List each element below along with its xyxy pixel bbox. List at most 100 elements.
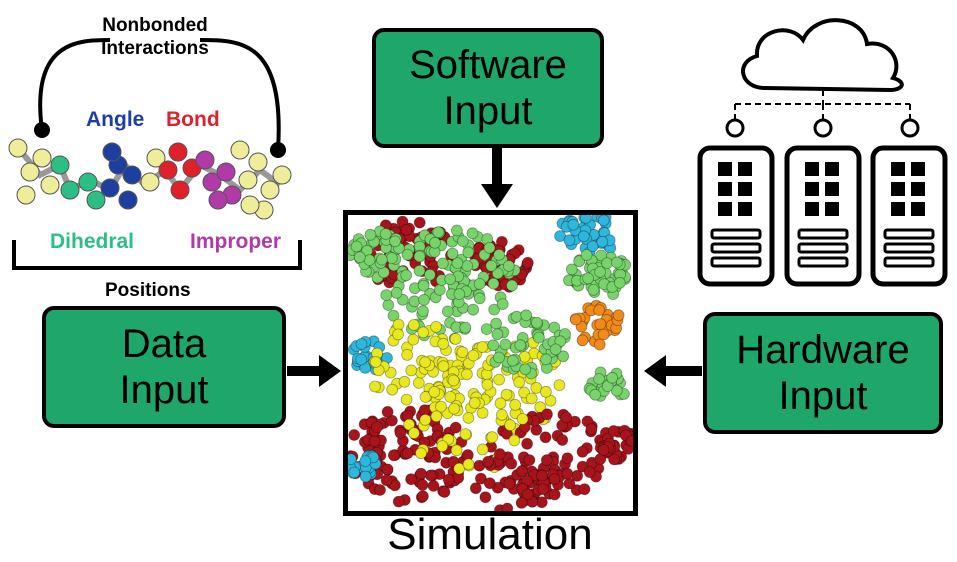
simulation-bead — [408, 295, 421, 308]
nonbonded-line1: Nonbonded — [102, 15, 208, 36]
simulation-bead — [429, 236, 441, 249]
simulation-bead — [442, 473, 455, 486]
simulation-bead — [509, 398, 522, 411]
simulation-bead — [419, 356, 431, 369]
simulation-bead — [548, 488, 561, 501]
simulation-bead — [582, 272, 595, 285]
simulation-bead — [536, 469, 549, 482]
simulation-bead — [428, 385, 441, 398]
simulation-bead — [594, 266, 607, 278]
simulation-bead — [359, 455, 372, 468]
simulation-bead — [532, 331, 545, 344]
molecule-bead — [86, 190, 106, 210]
bond-label: Bond — [166, 108, 220, 131]
software-input-box: Software Input — [372, 28, 604, 148]
simulation-bead — [548, 321, 561, 334]
simulation-bead — [435, 400, 447, 413]
simulation-bead — [486, 431, 499, 444]
molecule-bead — [202, 172, 222, 192]
simulation-bead — [580, 215, 592, 224]
simulation-bead — [348, 466, 361, 479]
simulation-title: Simulation — [387, 510, 593, 559]
simulation-bead — [408, 427, 420, 440]
simulation-bead — [467, 303, 479, 316]
simulation-bead — [500, 388, 513, 401]
simulation-bead — [415, 447, 427, 460]
simulation-bead — [495, 408, 508, 421]
simulation-bead — [530, 381, 543, 394]
simulation-bead — [419, 413, 432, 426]
simulation-bead — [374, 484, 386, 496]
simulation-frame — [343, 210, 638, 516]
simulation-bead — [417, 326, 430, 339]
simulation-bead — [565, 263, 578, 276]
data-input-line2: Input — [119, 368, 209, 412]
simulation-bead — [606, 371, 619, 384]
simulation-bead — [491, 267, 504, 280]
simulation-bead — [419, 391, 432, 403]
simulation-bead — [392, 318, 405, 331]
simulation-bead — [540, 353, 552, 366]
simulation-bead — [613, 276, 626, 289]
simulation-bead — [518, 386, 531, 399]
simulation-bead — [462, 458, 475, 471]
simulation-bead — [485, 259, 498, 272]
molecule-bead — [60, 180, 80, 200]
simulation-bead — [556, 434, 569, 446]
simulation-bead — [451, 257, 464, 269]
hardware-input-line1: Hardware — [736, 328, 910, 372]
simulation-bead — [369, 356, 382, 368]
simulation-bead — [466, 227, 479, 240]
molecule-bead — [102, 142, 122, 162]
simulation-bead — [576, 445, 589, 458]
simulation-bead — [549, 343, 562, 356]
hardware-input-line2: Input — [778, 374, 868, 418]
simulation-bead — [541, 408, 553, 421]
server-icon — [870, 145, 948, 287]
simulation-bead — [462, 246, 475, 259]
simulation-bead — [504, 419, 517, 432]
molecule-illustration — [8, 38, 302, 270]
simulation-bead — [476, 341, 489, 353]
simulation-bead — [413, 250, 426, 263]
simulation-bead — [459, 321, 472, 334]
molecule-bead — [100, 178, 120, 198]
simulation-bead — [364, 228, 377, 241]
simulation-bead — [459, 428, 472, 441]
simulation-bead — [394, 426, 407, 439]
simulation-bead — [381, 463, 394, 476]
simulation-bead — [544, 394, 557, 407]
simulation-bead — [548, 473, 561, 486]
simulation-bead — [398, 375, 411, 388]
simulation-bead — [597, 328, 610, 341]
molecule-bead — [272, 165, 292, 185]
simulation-bead — [405, 473, 417, 486]
simulation-bead — [476, 443, 489, 456]
simulation-bead — [370, 421, 383, 434]
simulation-bead — [577, 230, 590, 243]
arrow-down-icon — [481, 148, 513, 208]
simulation-bead — [353, 251, 366, 264]
simulation-bead — [563, 477, 576, 490]
data-input-line1: Data — [121, 322, 207, 366]
simulation-bead — [461, 260, 474, 272]
simulation-bead — [368, 435, 381, 448]
simulation-bead — [468, 396, 481, 409]
simulation-bead — [585, 423, 598, 436]
molecule-beads — [8, 138, 292, 220]
simulation-bead — [433, 284, 446, 296]
simulation-bead — [474, 472, 487, 485]
simulation-bead — [610, 384, 623, 397]
simulation-bead — [523, 454, 536, 467]
simulation-bead — [578, 483, 591, 496]
simulation-bead — [508, 434, 521, 447]
simulation-bead — [449, 421, 462, 434]
simulation-bead — [444, 273, 457, 286]
simulation-bead — [437, 337, 450, 350]
simulation-bead — [503, 477, 516, 490]
network-lines — [734, 90, 911, 120]
simulation-bead — [593, 338, 606, 351]
molecule-bead — [170, 180, 190, 200]
simulation-bead — [401, 447, 414, 460]
simulation-bead — [348, 429, 361, 441]
